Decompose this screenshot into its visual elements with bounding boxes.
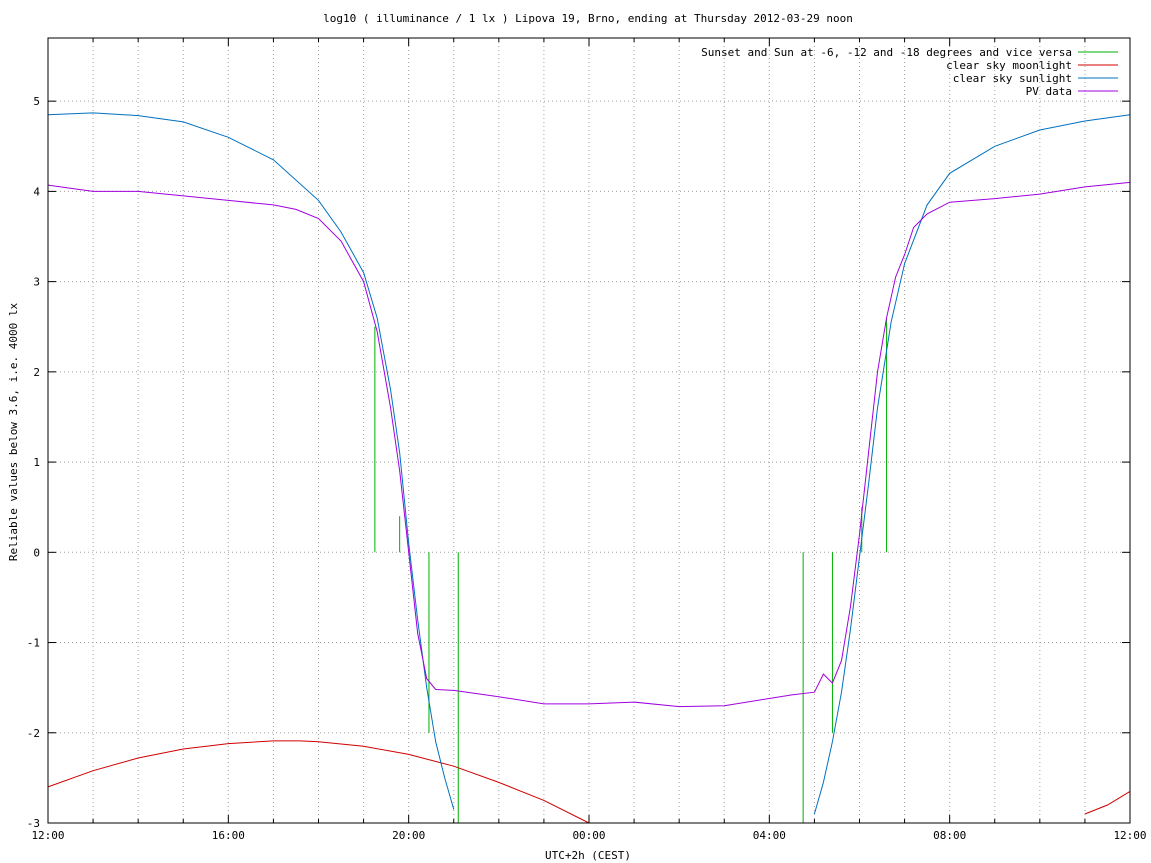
axis-ticks: 12:00 16:00 20:00 00:00 04:00 08:00 12:00-3-2-… <box>27 38 1147 842</box>
x-axis-label: UTC+2h (CEST) <box>545 849 631 862</box>
x-tick-label: 00:00 <box>572 829 605 842</box>
grid <box>48 38 1130 823</box>
y-tick-label: 4 <box>33 185 40 198</box>
legend-label: Sunset and Sun at -6, -12 and -18 degree… <box>701 46 1072 59</box>
series-line <box>47 740 590 824</box>
chart-title: log10 ( illuminance / 1 lx ) Lipova 19, … <box>323 12 853 25</box>
legend: Sunset and Sun at -6, -12 and -18 degree… <box>701 46 1118 98</box>
y-tick-label: 0 <box>33 546 40 559</box>
x-tick-label: 04:00 <box>753 829 786 842</box>
y-tick-label: 3 <box>33 276 40 289</box>
x-tick-label: 20:00 <box>392 829 425 842</box>
x-tick-label: 12:00 <box>1113 829 1146 842</box>
y-tick-label: 5 <box>33 95 40 108</box>
y-tick-label: 1 <box>33 456 40 469</box>
x-tick-label: 12:00 <box>31 829 64 842</box>
series-line <box>1084 790 1131 815</box>
y-tick-label: -2 <box>27 727 40 740</box>
plot-series <box>47 112 1131 824</box>
series-line <box>47 181 1131 708</box>
series-0 <box>374 317 888 823</box>
y-tick-label: -3 <box>27 817 40 830</box>
x-tick-label: 16:00 <box>212 829 245 842</box>
series-1 <box>47 740 1131 824</box>
series-line <box>47 112 455 810</box>
series-3 <box>47 181 1131 708</box>
plot-frame <box>47 37 1131 824</box>
series-2 <box>47 112 1131 815</box>
legend-label: PV data <box>1026 85 1072 98</box>
y-axis-label: Reliable values below 3.6, i.e. 4000 lx <box>7 302 20 561</box>
legend-label: clear sky moonlight <box>946 59 1072 72</box>
x-tick-label: 08:00 <box>933 829 966 842</box>
series-line <box>813 114 1131 815</box>
legend-label: clear sky sunlight <box>953 72 1072 85</box>
y-tick-label: -1 <box>27 637 40 650</box>
y-tick-label: 2 <box>33 366 40 379</box>
